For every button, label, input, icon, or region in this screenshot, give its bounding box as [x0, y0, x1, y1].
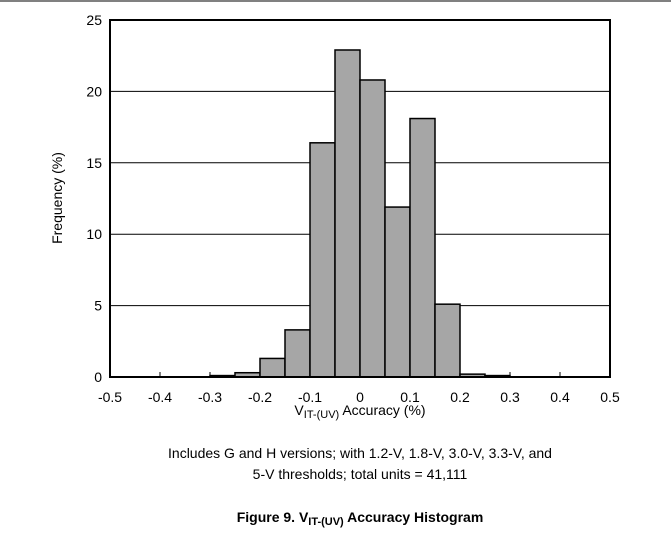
caption-rest: Accuracy Histogram	[344, 509, 484, 525]
x-tick-label: -0.1	[298, 389, 322, 405]
bar	[259, 357, 286, 378]
x-axis-label-sub: IT-(UV)	[304, 409, 339, 421]
x-tick-label: -0.2	[248, 389, 272, 405]
x-tick-label: 0.5	[600, 389, 620, 405]
x-tick-label: -0.4	[148, 389, 172, 405]
note-line: Includes G and H versions; with 1.2-V, 1…	[168, 445, 552, 461]
bar	[334, 49, 361, 378]
x-tick-label: 0.3	[500, 389, 520, 405]
x-axis-label: VIT-(UV) Accuracy (%)	[294, 402, 425, 421]
x-tick-label: 0.1	[400, 389, 420, 405]
plot-frame	[109, 19, 611, 378]
bar	[384, 206, 411, 378]
caption-main: Figure 9. V	[237, 509, 309, 525]
y-tick-label: 5	[94, 298, 102, 314]
caption-sub: IT-(UV)	[308, 516, 344, 528]
bar	[309, 142, 336, 378]
y-tick-label: 15	[86, 155, 102, 171]
y-tick-label: 20	[86, 83, 102, 99]
bar	[284, 329, 311, 378]
y-tick-label: 25	[86, 12, 102, 28]
y-axis-label: Frequency (%)	[49, 152, 65, 244]
x-axis-label-rest: Accuracy (%)	[339, 402, 425, 418]
x-tick-label: 0.4	[550, 389, 570, 405]
x-tick-label: -0.3	[198, 389, 222, 405]
y-tick-label: 0	[94, 369, 102, 385]
x-axis-label-main: V	[294, 402, 304, 418]
bar	[434, 303, 461, 378]
x-tick-label: 0	[356, 389, 364, 405]
bar	[359, 79, 386, 378]
y-tick-label: 10	[86, 226, 102, 242]
x-tick-label: -0.5	[98, 389, 122, 405]
note-line: 5-V thresholds; total units = 41,111	[253, 466, 468, 482]
figure-caption: Figure 9. VIT-(UV) Accuracy Histogram	[237, 509, 484, 528]
bar	[409, 117, 436, 378]
x-tick-label: 0.2	[450, 389, 470, 405]
